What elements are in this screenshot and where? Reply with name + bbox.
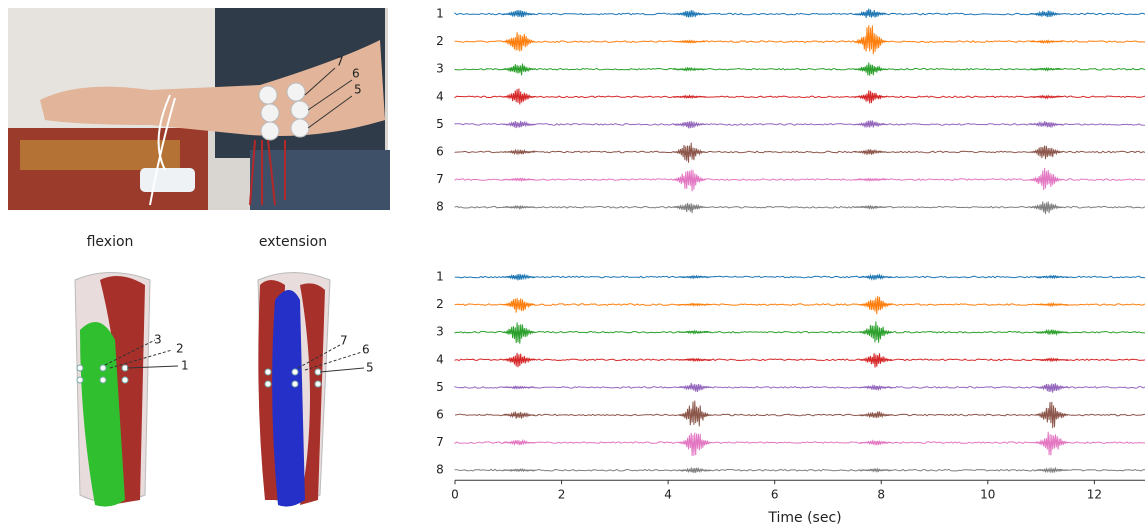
emg-burst [1036, 330, 1068, 335]
emg-burst [679, 433, 711, 456]
emg-burst [679, 401, 711, 427]
emg-burst [673, 10, 705, 17]
electrode-label: 5 [366, 361, 374, 375]
channel-label: 3 [436, 62, 444, 76]
emg-burst [1030, 168, 1062, 190]
emg-burst [1036, 359, 1068, 362]
x-tick-label: 10 [980, 488, 995, 502]
x-tick-label: 6 [771, 488, 779, 502]
x-tick-label: 8 [877, 488, 885, 502]
emg-burst [860, 411, 892, 418]
emg-burst [1036, 432, 1068, 456]
emg-burst [673, 121, 705, 128]
emg-burst [860, 385, 892, 390]
emg-burst [854, 25, 886, 54]
emg-burst [860, 296, 892, 314]
channel-label: 5 [436, 117, 444, 131]
electrode-label: 6 [362, 343, 370, 357]
emg-burst [503, 353, 535, 367]
emg-burst [1030, 146, 1062, 160]
panel-title: flexion [87, 234, 134, 250]
emg-burst [854, 90, 886, 103]
channel-label: 7 [436, 435, 444, 449]
channel-label: 8 [436, 463, 444, 477]
channel-label: 4 [436, 89, 444, 103]
channel-label: 8 [436, 200, 444, 214]
emg-burst [503, 412, 535, 419]
emg-burst [503, 298, 535, 313]
channel-label: 2 [436, 297, 444, 311]
emg-burst [503, 274, 535, 280]
emg-burst [679, 468, 711, 473]
photo-label: 7 [336, 55, 344, 69]
emg-burst [860, 441, 892, 446]
emg-burst [1036, 468, 1068, 472]
emg-burst [860, 322, 892, 343]
flexion-illustration: flexion 3 2 1 [75, 234, 189, 507]
emg-burst [503, 32, 535, 51]
x-tick-label: 0 [451, 488, 459, 502]
electrode-label: 3 [154, 333, 162, 347]
emg-burst [679, 383, 711, 392]
emg-burst [503, 150, 535, 154]
photo-label: 5 [354, 83, 362, 97]
electrode-label: 1 [181, 359, 189, 373]
emg-burst [673, 203, 705, 213]
channel-label: 1 [436, 270, 444, 284]
emg-burst [673, 143, 705, 163]
photo: 7 6 5 [8, 8, 390, 210]
channel-label: 3 [436, 325, 444, 339]
channel-label: 1 [436, 7, 444, 21]
channel-label: 5 [436, 380, 444, 394]
emg-burst [854, 120, 886, 127]
emg-burst [1030, 202, 1062, 215]
emg-burst [1036, 402, 1068, 428]
emg-burst [860, 353, 892, 367]
emg-burst [503, 469, 535, 471]
extension-illustration: extension 7 6 5 [258, 234, 374, 507]
x-axis-label: Time (sec) [767, 510, 841, 524]
emg-burst [854, 63, 886, 76]
channel-label: 2 [436, 34, 444, 48]
electrode-label: 7 [340, 334, 348, 348]
emg-burst [860, 275, 892, 280]
x-tick-label: 4 [664, 488, 672, 502]
emg-burst [503, 10, 535, 17]
figure: 7 6 5 flexion 3 2 1 extension 7 6 5 1234… [0, 0, 1145, 524]
panel-title: extension [259, 234, 327, 250]
channel-label: 6 [436, 145, 444, 159]
emg-burst [503, 89, 535, 105]
channel-label: 4 [436, 352, 444, 366]
electrode-label: 2 [176, 342, 184, 356]
emg-burst [503, 64, 535, 76]
emg-burst [503, 440, 535, 445]
channel-label: 7 [436, 172, 444, 186]
x-tick-label: 12 [1087, 488, 1102, 502]
emg-burst [854, 206, 886, 209]
emg-burst [1036, 383, 1068, 392]
emg-burst [854, 149, 886, 154]
channel-label: 6 [436, 408, 444, 422]
emg-burst [673, 170, 705, 192]
emg-burst [1030, 121, 1062, 127]
emg-burst [503, 121, 535, 128]
emg-burst [503, 323, 535, 344]
emg-burst [1030, 11, 1062, 18]
x-tick-label: 2 [558, 488, 566, 502]
photo-label: 6 [352, 67, 360, 81]
